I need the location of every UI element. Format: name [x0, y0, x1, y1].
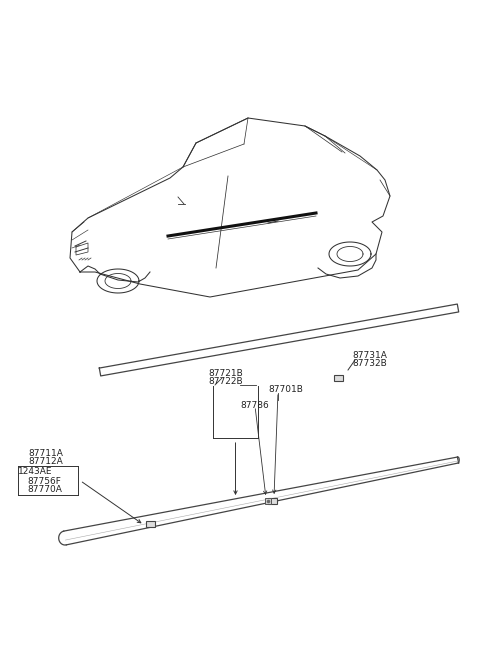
- Text: 87701B: 87701B: [268, 386, 303, 394]
- Text: 87732B: 87732B: [352, 358, 387, 367]
- Bar: [267, 498, 276, 504]
- Text: 1243AE: 1243AE: [18, 466, 52, 476]
- Text: 87770A: 87770A: [27, 485, 62, 493]
- Text: 87711A: 87711A: [28, 449, 63, 457]
- Text: 87721B: 87721B: [208, 369, 243, 379]
- Text: 87786: 87786: [240, 402, 269, 411]
- Text: 87722B: 87722B: [208, 377, 242, 386]
- Text: 87712A: 87712A: [28, 457, 63, 466]
- Text: 87756F: 87756F: [27, 476, 61, 485]
- Bar: [265, 498, 271, 504]
- Bar: [145, 521, 155, 527]
- Bar: [334, 375, 343, 381]
- Text: 87731A: 87731A: [352, 350, 387, 360]
